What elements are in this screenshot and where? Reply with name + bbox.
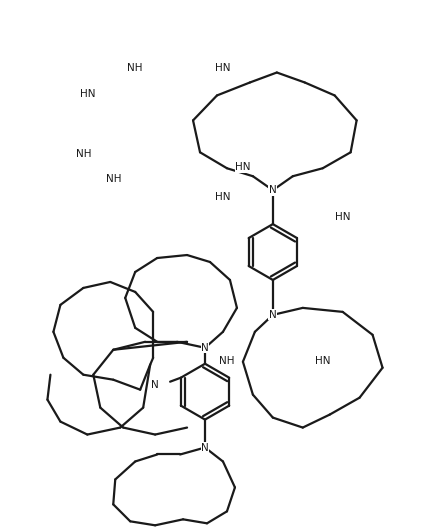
Text: NH: NH bbox=[75, 149, 91, 159]
Text: HN: HN bbox=[80, 89, 95, 99]
Text: HN: HN bbox=[335, 212, 350, 222]
Text: NH: NH bbox=[128, 62, 143, 72]
Text: NH: NH bbox=[219, 355, 235, 366]
Text: HN: HN bbox=[315, 355, 330, 366]
Text: NH: NH bbox=[106, 174, 121, 184]
Text: N: N bbox=[201, 443, 209, 452]
Text: N: N bbox=[269, 310, 277, 320]
Text: N: N bbox=[269, 185, 277, 195]
Text: N: N bbox=[201, 343, 209, 353]
Text: HN: HN bbox=[235, 162, 251, 172]
Text: HN: HN bbox=[215, 192, 231, 202]
Text: HN: HN bbox=[215, 62, 231, 72]
Text: N: N bbox=[151, 380, 159, 390]
